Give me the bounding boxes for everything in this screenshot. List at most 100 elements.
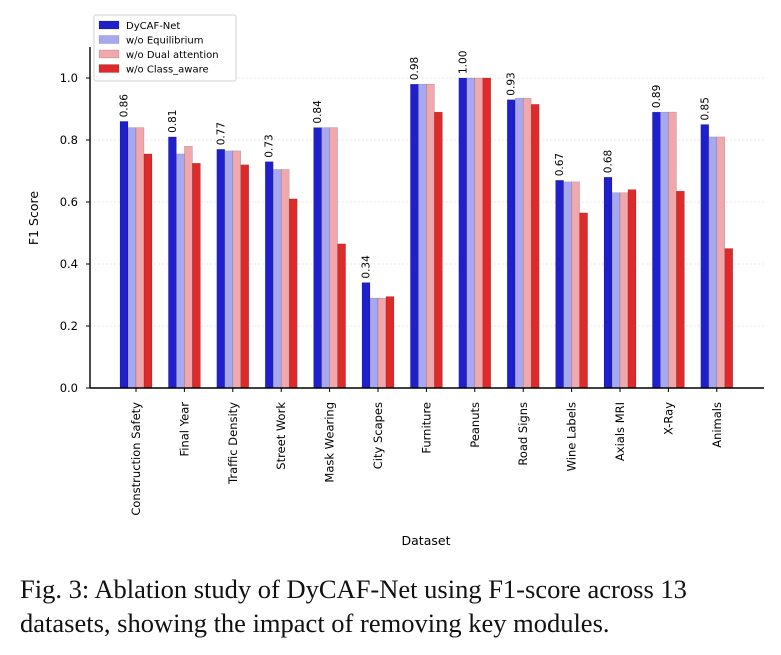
bar-w-o-equilibrium-11 bbox=[660, 111, 669, 389]
legend-label: w/o Dual attention bbox=[126, 50, 219, 61]
y-tick-label: 0.2 bbox=[60, 319, 78, 333]
bar-dycaf-net-12 bbox=[700, 124, 710, 389]
y-ticks: 0.0 0.2 0.4 0.6 0.8 1.0 bbox=[60, 71, 90, 395]
bar-w-o-equilibrium-12 bbox=[708, 136, 718, 389]
data-label: 0.86 bbox=[119, 94, 131, 118]
data-label: 0.98 bbox=[409, 57, 421, 80]
bar-w-o-equilibrium-8 bbox=[514, 97, 524, 389]
bar-w-o-class-aware-3 bbox=[288, 198, 298, 389]
legend-swatch bbox=[98, 49, 120, 59]
bar-w-o-dual-attention-11 bbox=[668, 111, 677, 389]
bar-dycaf-net-11 bbox=[652, 111, 661, 389]
bar-w-o-dual-attention-7 bbox=[474, 77, 484, 389]
bar-dycaf-net-3 bbox=[264, 161, 274, 389]
x-tick-label: Final Year bbox=[177, 402, 191, 457]
figure-caption: Fig. 3: Ablation study of DyCAF-Net usin… bbox=[20, 574, 687, 638]
bar-w-o-dual-attention-5 bbox=[377, 297, 387, 389]
data-label: 0.89 bbox=[651, 85, 663, 108]
y-tick-label: 0.8 bbox=[60, 133, 78, 147]
data-label: 0.77 bbox=[215, 122, 227, 145]
bar-w-o-dual-attention-8 bbox=[522, 97, 532, 389]
bar-w-o-dual-attention-2 bbox=[232, 150, 242, 389]
legend-label: w/o Class_aware bbox=[126, 65, 209, 76]
y-tick-label: 1.0 bbox=[60, 71, 78, 85]
ablation-bar-chart: 0.86 0.81 0.77 0.73 0.84 0.34 0.98 1.00 0.93 0.67… bbox=[26, 14, 764, 548]
legend-frame bbox=[93, 14, 237, 82]
bar-w-o-dual-attention-1 bbox=[184, 145, 193, 389]
bar-dycaf-net-1 bbox=[168, 136, 177, 389]
bar-w-o-equilibrium-3 bbox=[272, 169, 282, 389]
data-label: 0.34 bbox=[361, 255, 373, 279]
bar-w-o-dual-attention-0 bbox=[135, 127, 145, 389]
bar-w-o-equilibrium-4 bbox=[321, 127, 330, 389]
x-tick-label: Axials MRI bbox=[613, 402, 627, 461]
data-label: 0.68 bbox=[603, 150, 615, 173]
bar-w-o-dual-attention-4 bbox=[329, 127, 338, 389]
legend-swatch bbox=[98, 64, 120, 73]
bar-w-o-class-aware-10 bbox=[627, 189, 637, 389]
data-label: 0.93 bbox=[506, 72, 518, 95]
data-label: 0.84 bbox=[312, 100, 324, 124]
bar-dycaf-net-9 bbox=[555, 180, 564, 389]
bar-w-o-equilibrium-1 bbox=[176, 153, 185, 389]
bar-dycaf-net-8 bbox=[506, 99, 516, 389]
x-ticks: Construction Safety Final Year Traffic Den… bbox=[129, 388, 724, 516]
x-tick-label: Mask Wearing bbox=[323, 402, 337, 483]
data-label: 0.85 bbox=[699, 97, 711, 120]
bar-w-o-equilibrium-5 bbox=[369, 297, 379, 389]
bar-w-o-class-aware-2 bbox=[240, 164, 250, 389]
bars bbox=[119, 77, 734, 389]
bar-dycaf-net-5 bbox=[361, 282, 371, 389]
y-axis-label: F1 Score bbox=[26, 191, 41, 245]
bar-dycaf-net-0 bbox=[119, 121, 129, 389]
bar-w-o-class-aware-6 bbox=[434, 111, 443, 389]
bar-w-o-dual-attention-6 bbox=[426, 83, 435, 389]
bar-dycaf-net-6 bbox=[410, 83, 419, 389]
y-tick-label: 0.6 bbox=[60, 195, 78, 209]
bar-w-o-class-aware-9 bbox=[579, 212, 588, 389]
x-tick-label: Animals bbox=[710, 402, 724, 448]
bar-w-o-class-aware-12 bbox=[724, 248, 734, 389]
x-tick-label: Wine Labels bbox=[565, 402, 579, 471]
bar-dycaf-net-2 bbox=[216, 149, 226, 389]
x-tick-label: Peanuts bbox=[468, 402, 482, 448]
bar-w-o-class-aware-5 bbox=[385, 296, 395, 389]
bar-dycaf-net-4 bbox=[313, 127, 322, 389]
bar-w-o-equilibrium-7 bbox=[466, 77, 476, 389]
bar-w-o-class-aware-0 bbox=[143, 153, 153, 389]
bar-w-o-class-aware-11 bbox=[676, 190, 685, 389]
bar-w-o-equilibrium-9 bbox=[563, 181, 572, 389]
x-tick-label: Traffic Density bbox=[226, 402, 240, 485]
bar-w-o-dual-attention-12 bbox=[716, 136, 726, 389]
data-label: 0.81 bbox=[167, 110, 179, 133]
legend-label: w/o Equilibrium bbox=[126, 36, 204, 47]
bar-w-o-dual-attention-10 bbox=[619, 192, 629, 389]
legend: DyCAF-Net w/o Equilibrium w/o Dual attenti… bbox=[93, 14, 237, 82]
bar-w-o-class-aware-1 bbox=[192, 163, 201, 389]
x-tick-label: Street Work bbox=[274, 402, 288, 470]
bar-w-o-equilibrium-2 bbox=[224, 150, 234, 389]
x-tick-label: Furniture bbox=[419, 402, 433, 454]
data-label: 0.67 bbox=[554, 153, 566, 176]
axes bbox=[89, 47, 764, 389]
bar-w-o-dual-attention-3 bbox=[280, 169, 290, 389]
legend-swatch bbox=[98, 20, 120, 30]
x-tick-label: City Scapes bbox=[371, 402, 385, 469]
y-tick-label: 0.0 bbox=[60, 381, 78, 395]
data-label: 1.00 bbox=[457, 51, 469, 74]
bar-w-o-class-aware-4 bbox=[337, 243, 346, 389]
bar-w-o-equilibrium-0 bbox=[127, 127, 137, 389]
y-tick-label: 0.4 bbox=[60, 257, 78, 271]
bar-w-o-class-aware-7 bbox=[482, 77, 492, 389]
bar-w-o-equilibrium-6 bbox=[418, 83, 427, 389]
x-tick-label: Road Signs bbox=[516, 402, 530, 466]
bar-dycaf-net-10 bbox=[603, 176, 613, 389]
bar-w-o-dual-attention-9 bbox=[571, 181, 580, 389]
x-tick-label: Construction Safety bbox=[129, 402, 143, 516]
bar-w-o-equilibrium-10 bbox=[611, 192, 621, 389]
x-tick-label: X-Ray bbox=[661, 402, 675, 435]
bar-dycaf-net-7 bbox=[458, 77, 468, 389]
legend-label: DyCAF-Net bbox=[126, 21, 180, 32]
legend-swatch bbox=[98, 35, 120, 44]
x-axis-label: Dataset bbox=[402, 533, 451, 548]
